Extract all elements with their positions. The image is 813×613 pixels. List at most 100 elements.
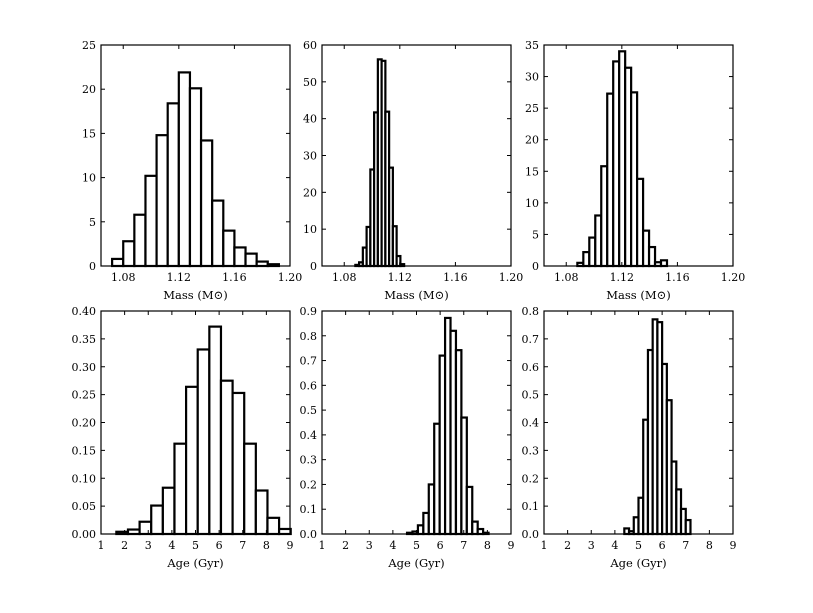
bar: [219, 379, 234, 536]
y-tick-label: 5: [89, 216, 96, 229]
x-tick-label: 1.08: [332, 271, 357, 284]
x-tick-label: 8: [484, 539, 491, 552]
x-tick-label: 6: [659, 539, 666, 552]
y-tick-label: 0.05: [72, 500, 97, 513]
x-tick-label: 9: [730, 539, 737, 552]
x-tick-label: 5: [192, 539, 199, 552]
x-tick-label: 3: [366, 539, 373, 552]
y-tick-label: 0.2: [300, 478, 318, 491]
x-tick-label: 4: [389, 539, 396, 552]
x-tick-label: 7: [460, 539, 467, 552]
x-tick-label: 6: [437, 539, 444, 552]
y-tick-label: 5: [532, 228, 539, 241]
y-tick-label: 0.3: [522, 444, 540, 457]
y-tick-label: 0.3: [300, 454, 318, 467]
x-tick-label: 1.12: [388, 271, 413, 284]
x-tick-label: 7: [239, 539, 246, 552]
y-tick-label: 0.5: [300, 404, 318, 417]
bar: [199, 139, 214, 268]
bar: [684, 518, 692, 536]
x-tick-label: 6: [216, 539, 223, 552]
x-tick-label: 1: [541, 539, 548, 552]
bar: [111, 257, 125, 268]
x-tick-label: 1: [98, 539, 105, 552]
plot-frame: [543, 44, 734, 267]
y-tick-label: 0.4: [522, 417, 540, 430]
bar: [255, 260, 269, 268]
x-tick-label: 1.12: [610, 271, 635, 284]
bar: [277, 527, 292, 536]
y-tick-label: 0.7: [522, 333, 540, 346]
x-tick-label: 3: [145, 539, 152, 552]
y-tick-label: 0.1: [300, 503, 318, 516]
y-tick-label: 0.8: [300, 330, 318, 343]
y-tick-label: 0.7: [300, 355, 318, 368]
x-tick-label: 2: [121, 539, 128, 552]
x-axis-label: Age (Gyr): [387, 556, 444, 570]
bar: [266, 516, 281, 536]
x-tick-label: 2: [564, 539, 571, 552]
x-tick-label: 5: [413, 539, 420, 552]
y-tick-label: 25: [82, 39, 96, 52]
bar: [254, 489, 269, 536]
x-tick-label: 5: [635, 539, 642, 552]
x-axis-label: Mass (M⊙): [163, 288, 227, 302]
y-tick-label: 20: [525, 134, 539, 147]
bar: [231, 391, 246, 536]
panel-mass-1: 1.08 1.12 1.16 1.20 0 5 10 15 20 25 Mass (M⊙): [82, 39, 302, 302]
x-tick-label: 1.20: [721, 271, 746, 284]
bar: [161, 486, 176, 536]
x-tick-label: 1.16: [443, 271, 468, 284]
y-tick-label: 0.20: [72, 417, 97, 430]
bar: [244, 252, 258, 268]
bar: [208, 325, 223, 536]
plot-frame: [321, 310, 512, 535]
y-tick-label: 40: [303, 113, 317, 126]
y-tick-label: 15: [82, 127, 96, 140]
y-tick-label: 30: [525, 71, 539, 84]
y-tick-label: 0.15: [72, 444, 97, 457]
x-tick-label: 1.08: [111, 271, 136, 284]
panel-mass-3: 1.08 1.12 1.16 1.20 0 5 10 15 20 25 30 35 Mass (M⊙): [525, 39, 745, 302]
bar: [173, 442, 188, 536]
x-tick-label: 1.08: [554, 271, 579, 284]
y-tick-label: 20: [303, 186, 317, 199]
y-tick-label: 20: [82, 83, 96, 96]
y-tick-label: 50: [303, 76, 317, 89]
bar: [166, 102, 180, 268]
y-tick-label: 10: [525, 197, 539, 210]
bar: [184, 385, 199, 536]
bar: [133, 213, 147, 268]
bar: [233, 246, 247, 268]
y-tick-label: 0.25: [72, 389, 97, 402]
x-tick-label: 4: [611, 539, 618, 552]
y-tick-label: 0.6: [300, 379, 318, 392]
y-tick-label: 0.40: [72, 305, 97, 318]
y-tick-label: 10: [82, 172, 96, 185]
x-tick-label: 3: [588, 539, 595, 552]
y-tick-label: 0.6: [522, 361, 540, 374]
y-tick-label: 0.00: [72, 528, 97, 541]
bar: [222, 229, 236, 268]
panel-age-3: 1 2 3 4 5 6 7 8 9 0.0 0.1 0.2 0.3 0.4 0.5 0.6 0.7 0.8 Age …: [522, 305, 737, 570]
y-tick-label: 0: [310, 260, 317, 273]
y-tick-label: 0.1: [522, 500, 540, 513]
y-tick-label: 0.2: [522, 472, 540, 485]
x-tick-label: 1.20: [278, 271, 303, 284]
x-tick-label: 8: [263, 539, 270, 552]
y-tick-label: 0.10: [72, 472, 97, 485]
x-axis-label: Age (Gyr): [166, 556, 223, 570]
x-tick-label: 1.20: [499, 271, 524, 284]
x-tick-label: 1: [319, 539, 326, 552]
x-axis-label: Mass (M⊙): [384, 288, 448, 302]
panel-age-1: 1 2 3 4 5 6 7 8 9 0.00 0.05 0.10 0.15 0.20 0.25 0.30 0.3…: [72, 305, 294, 570]
y-tick-label: 0: [532, 260, 539, 273]
y-tick-label: 0.0: [300, 528, 318, 541]
x-tick-label: 7: [682, 539, 689, 552]
y-tick-label: 60: [303, 39, 317, 52]
x-tick-label: 8: [706, 539, 713, 552]
bar: [196, 348, 211, 536]
bar: [188, 87, 203, 268]
y-tick-label: 0: [89, 260, 96, 273]
